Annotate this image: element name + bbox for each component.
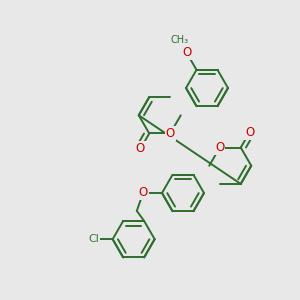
Text: O: O	[136, 142, 145, 155]
Text: CH₃: CH₃	[170, 35, 188, 45]
Text: O: O	[245, 126, 254, 139]
Text: Cl: Cl	[88, 234, 99, 244]
Text: O: O	[139, 187, 148, 200]
Text: O: O	[215, 141, 224, 154]
Text: O: O	[182, 46, 191, 59]
Text: O: O	[166, 127, 175, 140]
